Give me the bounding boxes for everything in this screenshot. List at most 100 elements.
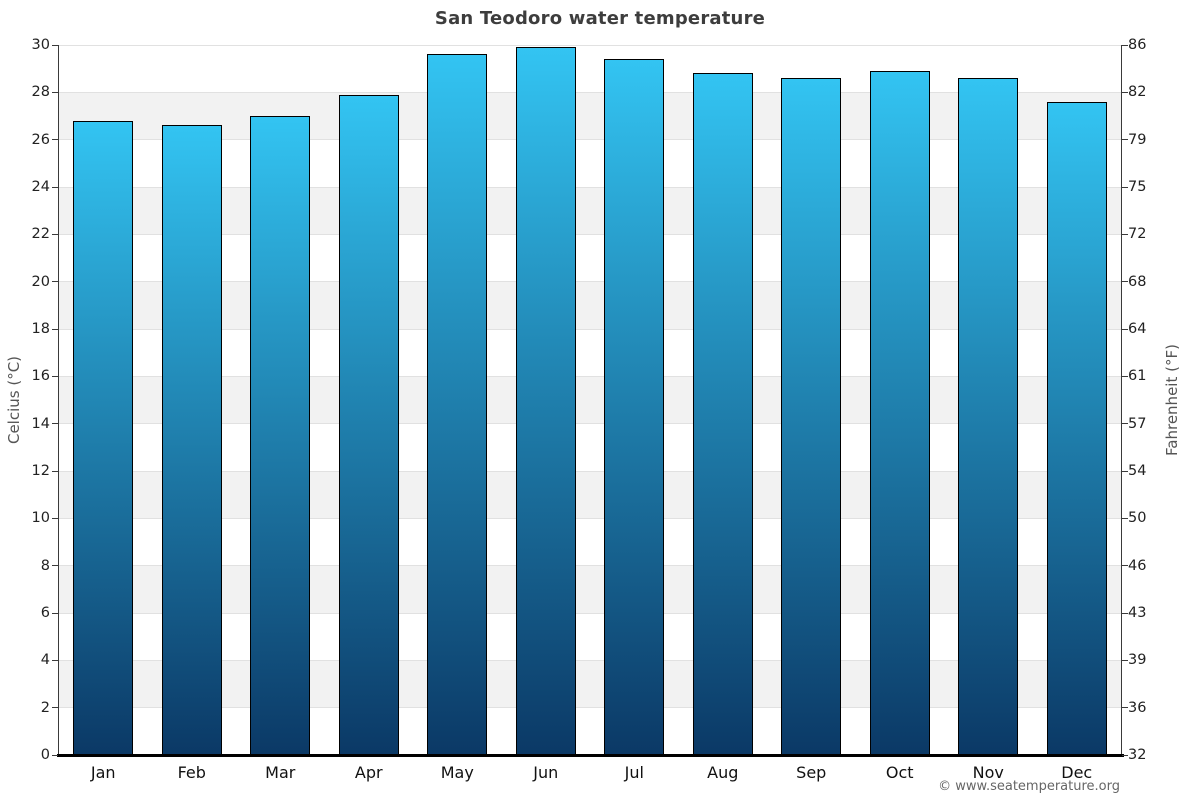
temperature-bar-oct: [869, 71, 930, 755]
temperature-bar-jul: [604, 59, 665, 755]
y-tick-label-celsius: 16: [31, 368, 50, 385]
temperature-bar-jan: [73, 120, 134, 755]
y-tick-label-celsius: 24: [31, 179, 50, 195]
tick-mark: [1122, 233, 1128, 235]
y-tick-label-celsius: 28: [31, 84, 50, 101]
tick-mark: [52, 612, 58, 614]
y-tick-label-celsius: 26: [31, 131, 50, 148]
gridline: [59, 470, 1121, 472]
grid-band: [59, 187, 1121, 235]
y-tick-label-fahrenheit: 57: [1128, 415, 1147, 432]
tick-mark: [1122, 375, 1128, 377]
x-tick-label-apr: Apr: [354, 763, 383, 782]
temperature-bar-mar: [250, 116, 311, 755]
tick-mark: [1122, 707, 1128, 709]
gridline: [59, 91, 1121, 93]
right-y-axis-line: [1121, 45, 1122, 755]
gridline: [59, 186, 1121, 188]
temperature-bar-dec: [1046, 101, 1107, 755]
fahrenheit-axis-label: Fahrenheit (°F): [1163, 344, 1181, 456]
tick-mark: [52, 281, 58, 283]
grid-band: [59, 660, 1121, 708]
tick-mark: [1122, 754, 1128, 756]
x-tick-label-nov: Nov: [972, 763, 1004, 782]
tick-mark: [52, 139, 58, 141]
y-tick-label-celsius: 2: [40, 699, 50, 716]
grid-band: [59, 565, 1121, 613]
tick-mark: [52, 659, 58, 661]
y-tick-label-fahrenheit: 82: [1128, 84, 1147, 101]
x-tick-label-aug: Aug: [707, 763, 739, 782]
tick-mark: [1122, 328, 1128, 330]
tick-mark: [52, 517, 58, 519]
gridline: [59, 707, 1121, 709]
tick-mark: [1122, 423, 1128, 425]
tick-mark: [52, 328, 58, 330]
gridline: [59, 375, 1121, 377]
tick-mark: [52, 44, 58, 46]
tick-mark: [52, 754, 58, 756]
gridline: [59, 423, 1121, 425]
tick-mark: [52, 186, 58, 188]
tick-mark: [1122, 139, 1128, 141]
gridline: [59, 659, 1121, 661]
gridline: [59, 612, 1121, 614]
y-tick-label-fahrenheit: 46: [1128, 557, 1147, 574]
x-axis-line: [57, 754, 1124, 757]
x-tick-label-jul: Jul: [624, 763, 644, 782]
y-tick-label-fahrenheit: 72: [1128, 226, 1147, 243]
tick-mark: [52, 423, 58, 425]
y-tick-label-celsius: 20: [31, 273, 50, 290]
y-tick-label-fahrenheit: 68: [1128, 273, 1147, 290]
left-y-axis-line: [58, 45, 59, 755]
y-tick-label-celsius: 4: [40, 652, 50, 669]
tick-mark: [1122, 470, 1128, 472]
tick-mark: [1122, 517, 1128, 519]
x-tick-label-jun: Jun: [533, 763, 559, 782]
tick-mark: [52, 233, 58, 235]
y-tick-label-celsius: 10: [31, 510, 50, 527]
y-tick-label-fahrenheit: 54: [1128, 463, 1147, 479]
grid-band: [59, 92, 1121, 140]
gridline: [59, 139, 1121, 141]
y-tick-label-celsius: 30: [31, 37, 50, 53]
temperature-bar-apr: [338, 94, 399, 755]
y-tick-label-fahrenheit: 32: [1128, 747, 1147, 763]
y-tick-label-celsius: 8: [40, 557, 50, 574]
tick-mark: [52, 91, 58, 93]
y-tick-label-celsius: 22: [31, 226, 50, 243]
x-tick-label-feb: Feb: [177, 763, 206, 782]
tick-mark: [52, 565, 58, 567]
y-tick-label-fahrenheit: 36: [1128, 699, 1147, 716]
x-tick-label-oct: Oct: [885, 763, 914, 782]
x-tick-label-sep: Sep: [796, 763, 827, 782]
grid-band: [59, 376, 1121, 424]
y-tick-label-fahrenheit: 50: [1128, 510, 1147, 527]
y-tick-label-celsius: 18: [31, 321, 50, 337]
chart-title: San Teodoro water temperature: [434, 8, 766, 29]
tick-mark: [1122, 659, 1128, 661]
temperature-bar-aug: [692, 73, 753, 755]
tick-mark: [1122, 565, 1128, 567]
y-tick-label-fahrenheit: 75: [1128, 179, 1147, 195]
tick-mark: [52, 375, 58, 377]
grid-band: [59, 281, 1121, 329]
y-tick-label-celsius: 14: [31, 415, 50, 432]
y-tick-label-fahrenheit: 61: [1128, 368, 1147, 385]
gridline: [59, 44, 1121, 46]
copyright-credit: © www.seatemperature.org: [938, 779, 1120, 794]
temperature-bar-nov: [958, 78, 1019, 755]
x-tick-label-dec: Dec: [1061, 763, 1093, 782]
tick-mark: [1122, 281, 1128, 283]
y-tick-label-celsius: 0: [40, 747, 50, 763]
temperature-bar-sep: [781, 78, 842, 755]
tick-mark: [1122, 44, 1128, 46]
y-tick-label-fahrenheit: 43: [1128, 605, 1147, 621]
tick-mark: [1122, 186, 1128, 188]
gridline: [59, 233, 1121, 235]
y-tick-label-fahrenheit: 39: [1128, 652, 1147, 669]
temperature-bar-jun: [515, 47, 576, 755]
tick-mark: [1122, 612, 1128, 614]
tick-mark: [52, 470, 58, 472]
